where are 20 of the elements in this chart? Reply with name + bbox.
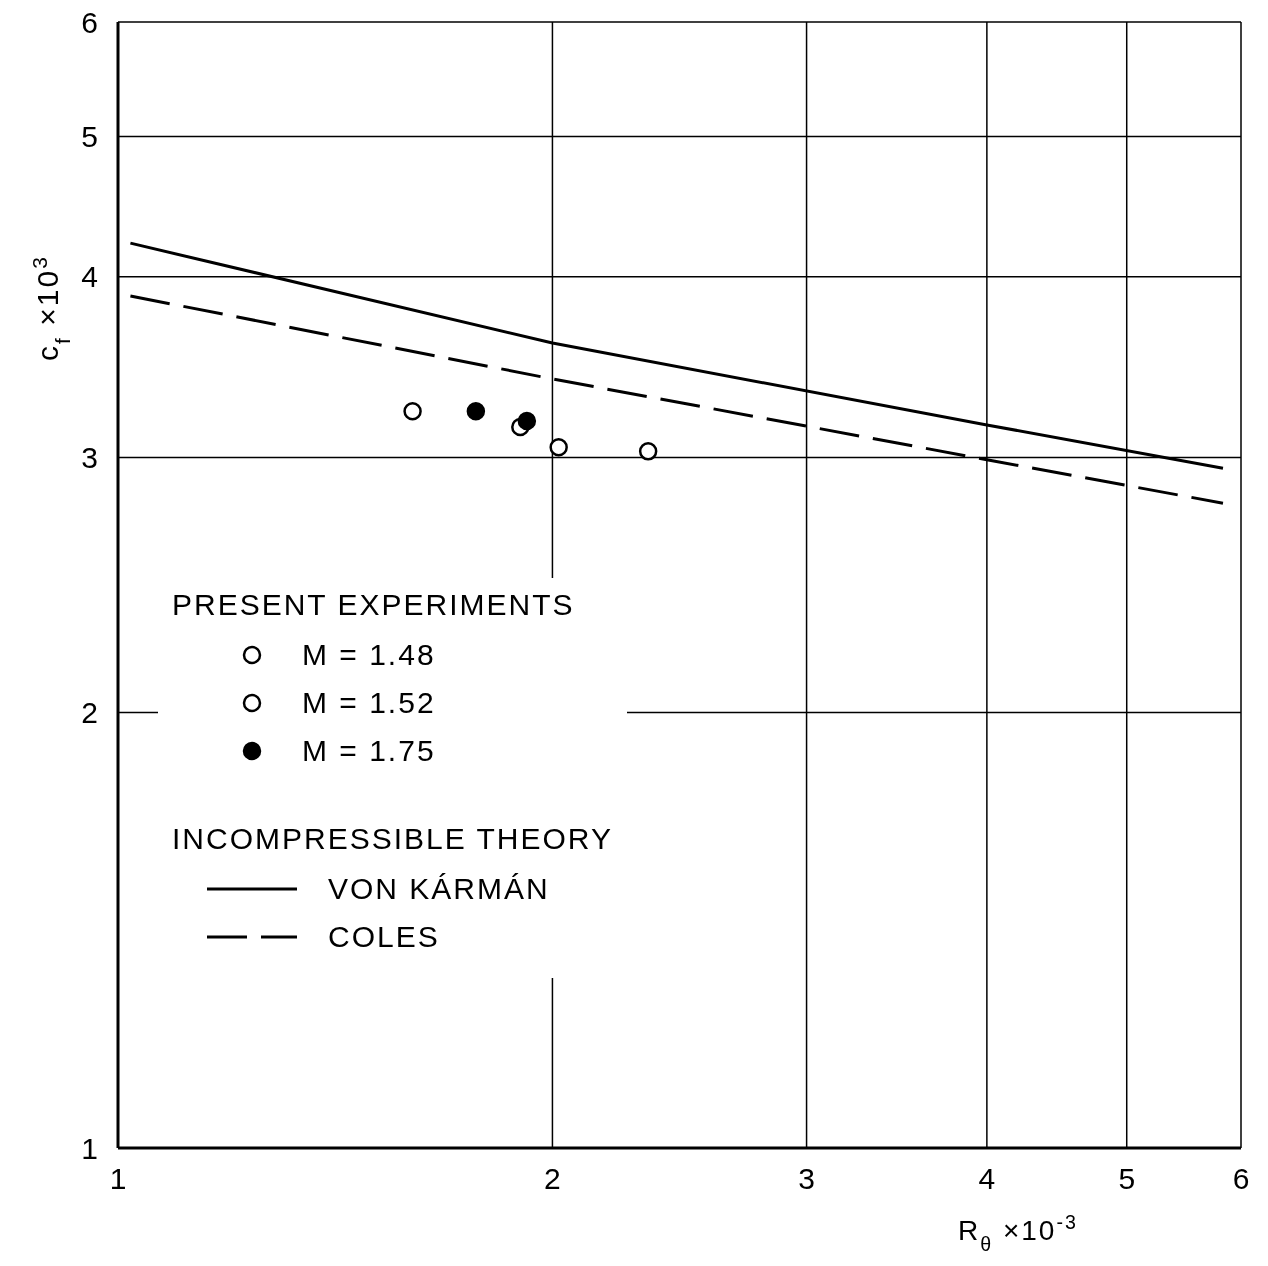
x-tick-label: 5	[1118, 1162, 1136, 1196]
legend-label: M = 1.48	[302, 638, 436, 672]
legend-label: M = 1.75	[302, 734, 436, 768]
legend-label: VON KÁRMÁN	[328, 872, 550, 906]
y-tick-label: 2	[81, 696, 98, 730]
x-tick-label: 4	[978, 1162, 996, 1196]
x-axis-title: R$_{θ}$ ×10$^{-3}$	[958, 1211, 1078, 1255]
annotation: PRESENT EXPERIMENTS	[172, 588, 576, 622]
y-tick-label: 3	[81, 441, 98, 475]
legend-label: COLES	[328, 920, 440, 954]
y-tick-label: 1	[81, 1131, 98, 1165]
x-tick-label: 2	[544, 1162, 561, 1196]
legend-label: M = 1.52	[302, 686, 436, 720]
x-tick-label: 6	[1232, 1162, 1250, 1196]
x-tick-label: 1	[109, 1162, 127, 1196]
x-tick-label: 3	[798, 1162, 815, 1196]
y-tick-label: 6	[81, 5, 98, 39]
y-tick-label: 5	[81, 120, 98, 154]
annotation: INCOMPRESSIBLE THEORY	[172, 822, 613, 856]
y-tick-label: 4	[81, 260, 98, 294]
